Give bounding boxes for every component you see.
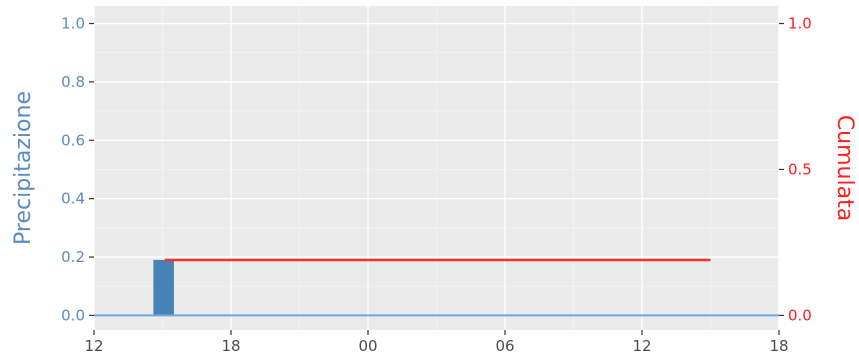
left-axis-label: Precipitazione [11, 91, 36, 245]
right-tick-label: 0.5 [788, 160, 812, 178]
left-axis: 0.0 0.2 0.4 0.6 0.8 1.0 [61, 15, 94, 324]
x-axis: 12 18 00 06 12 18 [84, 330, 789, 355]
left-tick-label: 0.6 [61, 131, 85, 149]
grid [93, 6, 780, 330]
x-tick-label: 18 [769, 337, 788, 355]
left-tick-label: 0.0 [61, 306, 85, 324]
bar-series [153, 259, 174, 316]
x-tick-label: 06 [495, 337, 514, 355]
line-series [94, 258, 779, 317]
left-tick-label: 0.2 [61, 248, 85, 266]
x-tick-label: 12 [632, 337, 651, 355]
right-tick-label: 1.0 [788, 15, 812, 33]
right-axis-label: Cumulata [832, 115, 857, 221]
x-tick-label: 18 [221, 337, 240, 355]
right-tick-label: 0.0 [788, 306, 812, 324]
right-axis: 0.0 0.5 1.0 [779, 15, 812, 324]
left-tick-label: 1.0 [61, 15, 85, 33]
x-tick-label: 00 [358, 337, 377, 355]
left-tick-label: 0.4 [61, 190, 85, 208]
precipitation-bar [153, 259, 174, 316]
x-tick-label: 12 [84, 337, 103, 355]
left-tick-label: 0.8 [61, 73, 85, 91]
